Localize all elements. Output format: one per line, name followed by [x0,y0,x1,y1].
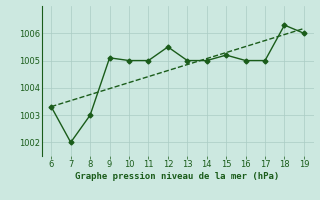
X-axis label: Graphe pression niveau de la mer (hPa): Graphe pression niveau de la mer (hPa) [76,172,280,181]
